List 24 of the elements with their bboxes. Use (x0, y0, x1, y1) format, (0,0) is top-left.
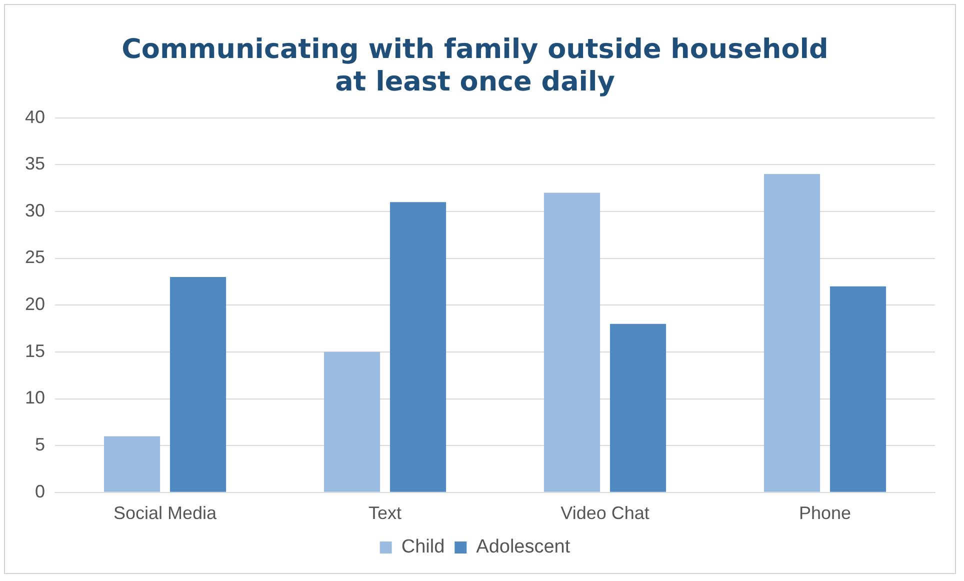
x-tick-label: Text (368, 503, 402, 524)
y-tick-label: 5 (35, 434, 46, 455)
bar (544, 192, 600, 492)
y-tick-label: 40 (24, 106, 46, 127)
y-tick-label: 15 (24, 340, 46, 361)
y-tick-label: 30 (24, 200, 46, 220)
bar (830, 286, 886, 492)
y-tick-label: 35 (24, 154, 46, 174)
y-tick-label: 0 (35, 481, 46, 502)
y-tick-label: 10 (24, 388, 46, 408)
bar (764, 174, 820, 492)
bar (390, 202, 446, 492)
legend-label: Child (401, 536, 445, 558)
x-tick-label: Video Chat (560, 503, 650, 524)
legend-label: Adolescent (476, 536, 571, 558)
y-tick-label: 20 (24, 294, 46, 314)
chart-title: Communicating with family outside household at least once daily (122, 34, 828, 98)
bar (324, 352, 380, 492)
x-tick-label: Social Media (113, 503, 218, 524)
bar (104, 436, 160, 492)
bar (170, 277, 226, 492)
bar (610, 324, 666, 492)
x-tick-label: Phone (798, 503, 852, 524)
y-tick-label: 25 (24, 247, 46, 268)
